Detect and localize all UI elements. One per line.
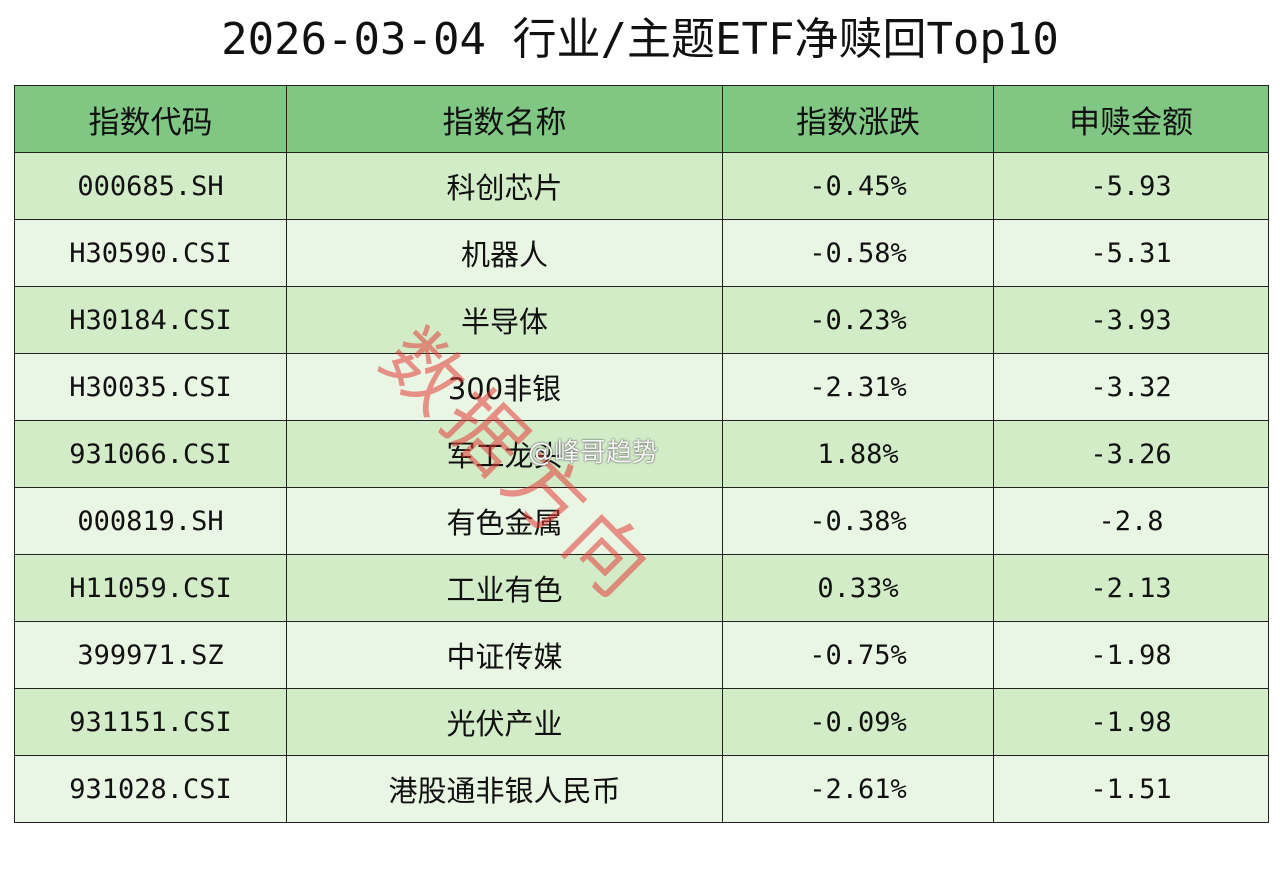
cell-code: H30184.CSI	[14, 286, 287, 354]
cell-amount: -3.26	[993, 420, 1269, 488]
table-row: 000685.SH 科创芯片 -0.45% -5.93	[14, 152, 1269, 220]
table-row: 931151.CSI 光伏产业 -0.09% -1.98	[14, 688, 1269, 756]
cell-change: -2.31%	[722, 353, 994, 421]
cell-code: H30590.CSI	[14, 219, 287, 287]
cell-name: 工业有色	[286, 554, 723, 622]
cell-change: -0.38%	[722, 487, 994, 555]
cell-amount: -1.98	[993, 621, 1269, 689]
cell-change: -2.61%	[722, 755, 994, 823]
cell-name: 300非银	[286, 353, 723, 421]
cell-change: -0.75%	[722, 621, 994, 689]
cell-change: -0.23%	[722, 286, 994, 354]
cell-amount: -2.8	[993, 487, 1269, 555]
cell-amount: -1.98	[993, 688, 1269, 756]
header-redemption-amount[interactable]: 申赎金额	[993, 85, 1269, 153]
cell-change: -0.45%	[722, 152, 994, 220]
cell-amount: -2.13	[993, 554, 1269, 622]
cell-amount: -3.93	[993, 286, 1269, 354]
cell-change: 1.88%	[722, 420, 994, 488]
header-index-name[interactable]: 指数名称	[286, 85, 723, 153]
cell-code: H11059.CSI	[14, 554, 287, 622]
cell-code: 000819.SH	[14, 487, 287, 555]
cell-name: 中证传媒	[286, 621, 723, 689]
table-row: H11059.CSI 工业有色 0.33% -2.13	[14, 554, 1269, 622]
cell-amount: -5.31	[993, 219, 1269, 287]
cell-code: 931151.CSI	[14, 688, 287, 756]
cell-change: 0.33%	[722, 554, 994, 622]
cell-change: -0.09%	[722, 688, 994, 756]
cell-code: 931028.CSI	[14, 755, 287, 823]
table-row: H30184.CSI 半导体 -0.23% -3.93	[14, 286, 1269, 354]
cell-name: 科创芯片	[286, 152, 723, 220]
cell-amount: -5.93	[993, 152, 1269, 220]
table-row: H30035.CSI 300非银 -2.31% -3.32	[14, 353, 1269, 421]
cell-amount: -1.51	[993, 755, 1269, 823]
etf-redemption-table: 指数代码 指数名称 指数涨跌 申赎金额 000685.SH 科创芯片 -0.45…	[14, 85, 1269, 823]
cell-name: 光伏产业	[286, 688, 723, 756]
cell-code: 931066.CSI	[14, 420, 287, 488]
cell-change: -0.58%	[722, 219, 994, 287]
cell-name: 港股通非银人民币	[286, 755, 723, 823]
table-row: 931066.CSI 军工龙头 1.88% -3.26	[14, 420, 1269, 488]
cell-amount: -3.32	[993, 353, 1269, 421]
header-index-change[interactable]: 指数涨跌	[722, 85, 994, 153]
cell-name: 军工龙头	[286, 420, 723, 488]
table-header-row: 指数代码 指数名称 指数涨跌 申赎金额	[14, 85, 1269, 153]
cell-code: 000685.SH	[14, 152, 287, 220]
table-row: 931028.CSI 港股通非银人民币 -2.61% -1.51	[14, 755, 1269, 823]
table-row: H30590.CSI 机器人 -0.58% -5.31	[14, 219, 1269, 287]
page-title: 2026-03-04 行业/主题ETF净赎回Top10	[221, 14, 1059, 65]
cell-name: 有色金属	[286, 487, 723, 555]
cell-code: 399971.SZ	[14, 621, 287, 689]
header-index-code[interactable]: 指数代码	[14, 85, 287, 153]
table-row: 399971.SZ 中证传媒 -0.75% -1.98	[14, 621, 1269, 689]
cell-name: 机器人	[286, 219, 723, 287]
table-row: 000819.SH 有色金属 -0.38% -2.8	[14, 487, 1269, 555]
cell-code: H30035.CSI	[14, 353, 287, 421]
cell-name: 半导体	[286, 286, 723, 354]
